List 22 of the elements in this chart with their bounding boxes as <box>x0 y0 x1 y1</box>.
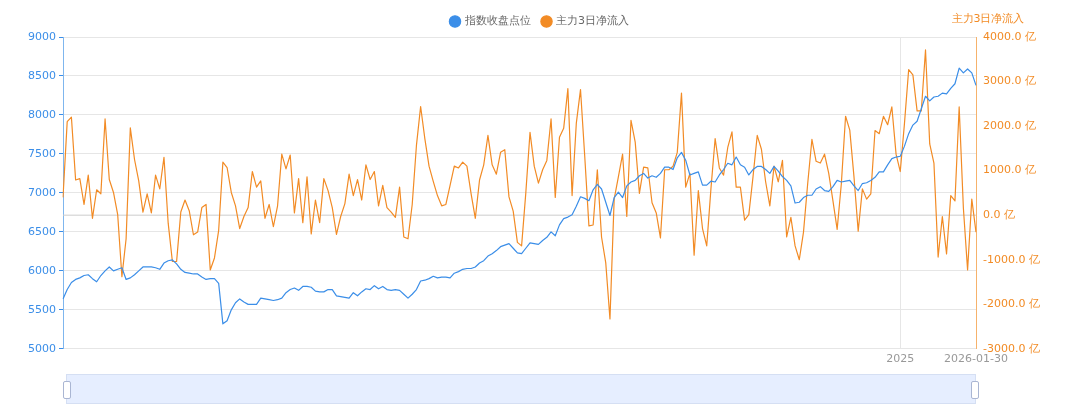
y-tick-label: 8000 <box>28 107 56 121</box>
y-tick-label: 7500 <box>28 146 56 160</box>
y2-tick-label: 3000.0 亿 <box>983 74 1036 88</box>
y2-tick-label: 1000.0 亿 <box>983 163 1036 177</box>
y2-tick-label: 4000.0 亿 <box>983 29 1036 43</box>
y-tick-label: 6500 <box>28 224 56 238</box>
y-tick-label: 6000 <box>28 263 56 277</box>
y-tick-label: 5500 <box>28 302 56 316</box>
y2-tick-label: 2000.0 亿 <box>983 118 1036 132</box>
y-tick-label: 7000 <box>28 185 56 199</box>
y-tick-label: 8500 <box>28 68 56 82</box>
legend-label: 指数收盘点位 <box>463 14 531 28</box>
y2-tick-label: -3000.0 亿 <box>983 341 1040 355</box>
y2-tick-label: -2000.0 亿 <box>983 297 1040 311</box>
y-tick-label: 9000 <box>28 29 56 43</box>
y2-axis-title: 主力3日净流入 <box>951 12 1025 26</box>
y-tick-label: 5000 <box>28 341 56 355</box>
y2-tick-label: -1000.0 亿 <box>983 252 1040 266</box>
x-tick-label: 2026-01-30 <box>944 352 1008 366</box>
legend-label: 主力3日净流入 <box>556 14 629 28</box>
y2-tick-label: 0.0 亿 <box>983 208 1015 222</box>
x-tick-label: 2025 <box>886 352 915 366</box>
